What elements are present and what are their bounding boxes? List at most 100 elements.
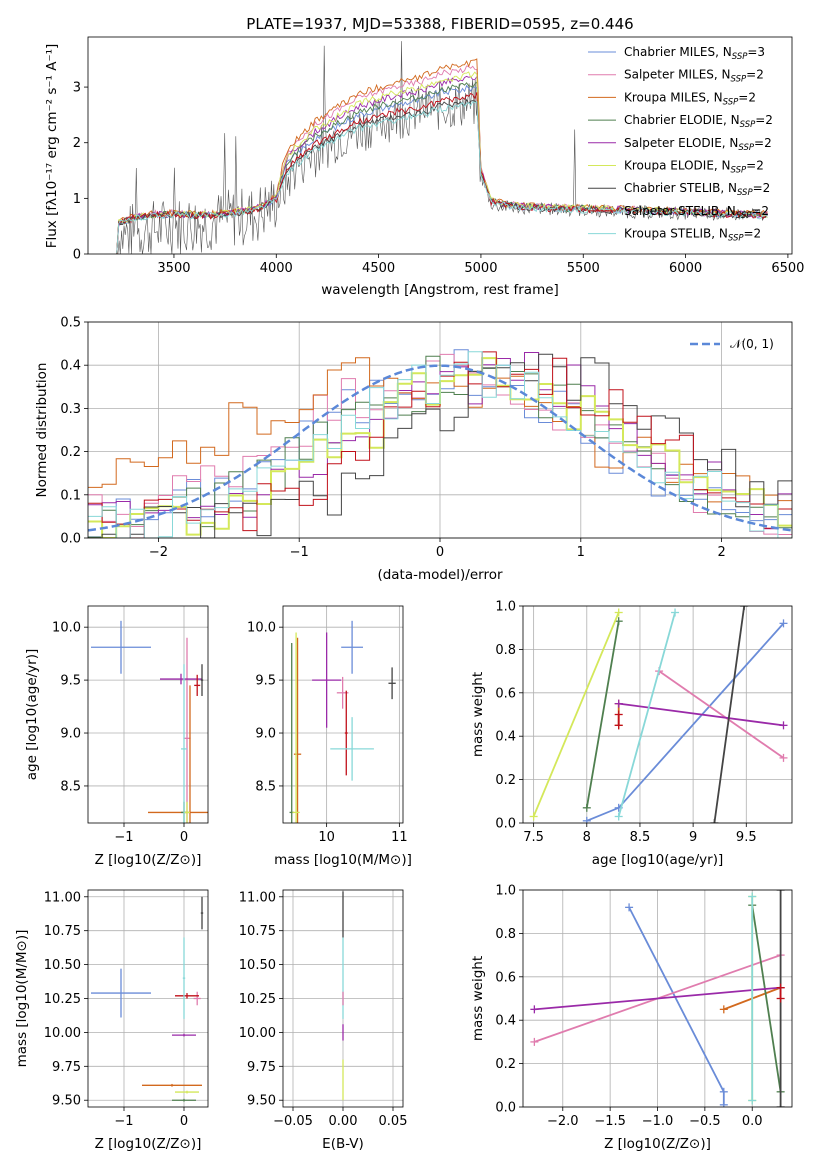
y-tick-label: 10.0	[52, 621, 81, 636]
weight-series-chabrier-elodie	[582, 617, 623, 812]
errorbar-point-salpeter-stelib	[175, 993, 199, 999]
y-tick-label: 10.0	[247, 621, 276, 636]
x-axis-label: Z [log10(Z/Z⊙)]	[95, 852, 202, 868]
y-tick-label: 1.0	[495, 884, 516, 899]
x-tick-label: 5500	[567, 261, 600, 276]
x-axis-label: Z [log10(Z/Z⊙)]	[95, 1136, 202, 1152]
errorbar-point-kroupa-miles	[293, 637, 302, 823]
y-tick-label: 9.5	[60, 674, 81, 689]
y-tick-label: 0.0	[60, 532, 81, 547]
histogram-chabrier-stelib	[88, 353, 792, 538]
x-tick-label: 6000	[669, 261, 702, 276]
histogram-kroupa-stelib	[88, 351, 792, 538]
frame: 7.5 8 8.5 9 9.5 0.0 0.2 0.4 0.6 0.8 1.0 age [log10(…	[470, 600, 793, 868]
y-tick-label: 11.00	[239, 890, 276, 905]
y-tick-label: 10.25	[239, 992, 276, 1007]
errorbar-point-chabrier-stelib	[388, 667, 396, 700]
model-spectrum-kroupa-stelib	[116, 101, 768, 254]
plot-area	[289, 620, 396, 823]
errorbar-point-salpeter-miles	[193, 991, 201, 1006]
y-tick-label: 10.75	[44, 924, 81, 939]
x-axis-label: Z [log10(Z/Z⊙)]	[604, 1136, 711, 1152]
x-tick-label: −1	[290, 545, 309, 560]
x-tick-label: −0.5	[689, 1114, 721, 1129]
x-tick-label: 11	[391, 830, 408, 845]
series-line	[618, 702, 784, 727]
series-line	[658, 670, 785, 759]
errorbar-point-kroupa-stelib	[181, 664, 187, 823]
weight-series-salpeter-stelib	[776, 983, 785, 1003]
y-axis-label: Normed distribution	[34, 363, 50, 498]
weight-series-kroupa-stelib	[748, 892, 757, 1105]
x-axis-label: wavelength [Angstrom, rest frame]	[321, 282, 559, 298]
x-tick-label: −1	[114, 830, 133, 845]
y-tick-label: 11.00	[44, 890, 81, 905]
errorbar-point-kroupa-elodie	[292, 632, 300, 823]
axes-mass-vs-EBV: −0.05 0.00 0.05 9.50 9.75 10.00 10.25 10.50 10.7…	[239, 889, 408, 1152]
y-tick-label: 9.50	[247, 1094, 276, 1109]
x-tick-label: 0	[180, 830, 188, 845]
y-tick-label: 0.3	[60, 402, 81, 417]
weight-series-chabrier-stelib	[710, 606, 749, 823]
y-tick-label: 1.0	[495, 600, 516, 615]
y-tick-label: 0.4	[495, 1014, 516, 1029]
y-tick-label: 9.75	[52, 1060, 81, 1075]
x-tick-label: −1	[114, 1114, 133, 1129]
weight-series-salpeter-miles	[655, 667, 788, 762]
grid	[88, 606, 208, 823]
plot-area	[116, 41, 768, 254]
y-tick-label: 9.0	[255, 727, 276, 742]
x-tick-label: −1.0	[642, 1114, 674, 1129]
axes-weight-vs-Z: −2.0 −1.5 −1.0 −0.5 0.0 0.0 0.2 0.4 0.6 0.8 1.0 Z […	[470, 884, 793, 1152]
frame: −2 −1 0 1 2 0.0 0.1 0.2 0.3 0.4 0.5 𝒩(0, 1) (data-mo…	[34, 316, 793, 583]
axes-frame	[282, 605, 404, 824]
model-spectrum-salpeter-stelib	[116, 92, 768, 254]
legend-label: Chabrier STELIB, NSSP=2	[624, 181, 770, 198]
y-tick-label: 9.75	[247, 1060, 276, 1075]
y-tick-label: 0.2	[495, 1057, 516, 1072]
frame: −2.0 −1.5 −1.0 −0.5 0.0 0.0 0.2 0.4 0.6 0.8 1.0 Z […	[470, 884, 793, 1152]
x-tick-label: −0.05	[273, 1114, 313, 1129]
errorbar-point-chabrier-miles	[91, 968, 151, 1018]
x-tick-label: 0.05	[379, 1114, 408, 1129]
axes-frame	[87, 889, 209, 1108]
weight-series-salpeter-stelib	[614, 710, 623, 730]
axes-frame	[522, 605, 793, 824]
x-tick-label: 4500	[362, 261, 395, 276]
errorbar-point-salpeter-stelib	[194, 674, 201, 696]
series-line	[585, 621, 620, 808]
plot-area	[529, 606, 788, 823]
x-tick-label: −1.5	[594, 1114, 626, 1129]
x-tick-label: 6500	[771, 261, 804, 276]
x-tick-label: 2	[717, 545, 725, 560]
x-tick-label: 0.00	[329, 1114, 358, 1129]
errorbar-point-chabrier-elodie	[172, 1098, 196, 1102]
y-axis-label: mass [log10(M/M⊙)]	[14, 930, 30, 1068]
errorbar-point-chabrier-miles	[91, 620, 151, 674]
x-axis-label: (data-model)/error	[377, 567, 503, 583]
frame: −0.05 0.00 0.05 9.50 9.75 10.00 10.25 10.50 10.7…	[239, 889, 408, 1152]
y-tick-label: 10.50	[239, 958, 276, 973]
errorbar-point-chabrier-stelib	[200, 896, 204, 930]
x-tick-label: 8	[583, 830, 591, 845]
x-tick-label: 3500	[157, 261, 190, 276]
series-line	[534, 986, 781, 1011]
y-tick-label: 1	[73, 192, 81, 207]
series-line	[628, 906, 725, 1105]
series-line	[713, 606, 746, 823]
weight-series-kroupa-elodie	[529, 608, 623, 821]
plot-area	[91, 620, 208, 823]
y-tick-label: 0.2	[495, 773, 516, 788]
y-tick-label: 0.8	[495, 643, 516, 658]
x-tick-label: 9.5	[736, 830, 757, 845]
x-tick-label: 0	[180, 1114, 188, 1129]
y-tick-label: 0.4	[495, 730, 516, 745]
y-tick-label: 10.00	[44, 1026, 81, 1041]
weight-series-kroupa-stelib	[614, 608, 680, 821]
frame: 10 11 8.5 9.0 9.5 10.0 mass [log10(M/M⊙)]	[247, 605, 412, 868]
x-tick-label: 0	[436, 545, 444, 560]
axes-age-vs-mass: 10 11 8.5 9.0 9.5 10.0 mass [log10(M/M⊙)]	[247, 605, 412, 868]
axes-spectrum: 3500 4000 4500 5000 5500 6000 6500 0 1 2 3 Chabrier…	[44, 36, 804, 298]
y-tick-label: 8.5	[255, 779, 276, 794]
